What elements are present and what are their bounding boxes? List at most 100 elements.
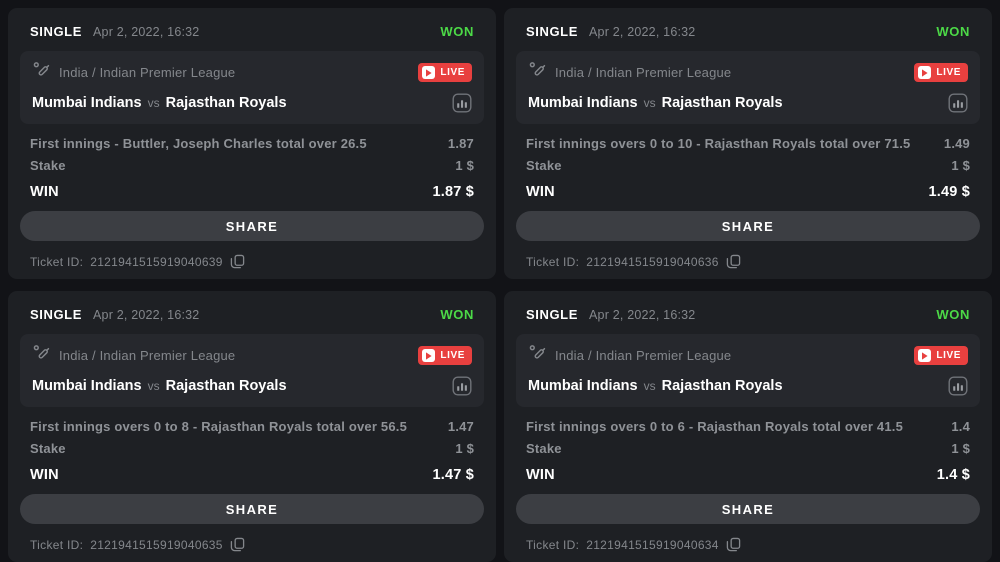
bet-ticket-card: SINGLE Apr 2, 2022, 16:32 WON India / In… xyxy=(504,291,992,562)
bet-detail-rows: First innings overs 0 to 10 - Rajasthan … xyxy=(516,124,980,207)
ticket-id-row: Ticket ID: 2121941515919040639 xyxy=(20,254,484,269)
stake-row: Stake 1 $ xyxy=(30,158,474,173)
win-row: WIN 1.87 $ xyxy=(30,184,474,200)
bet-ticket-card: SINGLE Apr 2, 2022, 16:32 WON India / In… xyxy=(504,8,992,279)
ticket-id-prefix: Ticket ID: xyxy=(30,254,84,269)
away-team: Rajasthan Royals xyxy=(165,95,287,111)
copy-icon[interactable] xyxy=(726,254,741,269)
win-value: 1.4 $ xyxy=(936,467,970,483)
copy-icon[interactable] xyxy=(230,254,245,269)
share-button[interactable]: SHARE xyxy=(516,494,980,524)
ticket-id-value: 2121941515919040639 xyxy=(90,254,223,269)
league-breadcrumb: India / Indian Premier League xyxy=(555,348,732,363)
statistics-icon[interactable] xyxy=(452,376,472,396)
card-header: SINGLE Apr 2, 2022, 16:32 WON xyxy=(20,16,484,51)
stake-label: Stake xyxy=(30,441,66,456)
copy-icon[interactable] xyxy=(230,537,245,552)
share-button[interactable]: SHARE xyxy=(20,211,484,241)
cricket-icon xyxy=(528,344,546,367)
bet-odds: 1.87 xyxy=(447,136,474,151)
home-team: Mumbai Indians xyxy=(528,378,638,394)
bet-odds: 1.4 xyxy=(951,419,970,434)
ticket-id-value: 2121941515919040635 xyxy=(90,537,223,552)
home-team: Mumbai Indians xyxy=(32,378,142,394)
statistics-icon[interactable] xyxy=(948,93,968,113)
away-team: Rajasthan Royals xyxy=(661,95,783,111)
bet-name: First innings - Buttler, Joseph Charles … xyxy=(30,136,367,151)
bet-name: First innings overs 0 to 6 - Rajasthan R… xyxy=(526,419,904,434)
live-label: LIVE xyxy=(936,350,961,361)
card-header: SINGLE Apr 2, 2022, 16:32 WON xyxy=(20,299,484,334)
bet-name: First innings overs 0 to 10 - Rajasthan … xyxy=(526,136,911,151)
match-panel: India / Indian Premier League LIVE Mumba… xyxy=(20,51,484,124)
statistics-icon[interactable] xyxy=(452,93,472,113)
bet-date: Apr 2, 2022, 16:32 xyxy=(93,307,200,322)
win-value: 1.87 $ xyxy=(432,184,474,200)
bet-detail-rows: First innings - Buttler, Joseph Charles … xyxy=(20,124,484,207)
copy-icon[interactable] xyxy=(726,537,741,552)
ticket-id-prefix: Ticket ID: xyxy=(30,537,84,552)
status-won-label: WON xyxy=(440,24,474,39)
card-header: SINGLE Apr 2, 2022, 16:32 WON xyxy=(516,299,980,334)
stake-label: Stake xyxy=(526,441,562,456)
stake-row: Stake 1 $ xyxy=(526,158,970,173)
share-button[interactable]: SHARE xyxy=(516,211,980,241)
ticket-id-row: Ticket ID: 2121941515919040635 xyxy=(20,537,484,552)
teams-row: Mumbai Indians vs Rajasthan Royals xyxy=(528,93,968,113)
league-row: India / Indian Premier League LIVE xyxy=(528,344,968,367)
bet-odds: 1.49 xyxy=(943,136,970,151)
match-title: Mumbai Indians vs Rajasthan Royals xyxy=(528,378,938,394)
bet-name: First innings overs 0 to 8 - Rajasthan R… xyxy=(30,419,408,434)
league-row: India / Indian Premier League LIVE xyxy=(32,344,472,367)
bet-history-grid: SINGLE Apr 2, 2022, 16:32 WON India / In… xyxy=(8,8,992,562)
statistics-icon[interactable] xyxy=(948,376,968,396)
bet-row: First innings overs 0 to 8 - Rajasthan R… xyxy=(30,419,474,434)
ticket-id-value: 2121941515919040634 xyxy=(586,537,719,552)
match-panel: India / Indian Premier League LIVE Mumba… xyxy=(20,334,484,407)
ticket-id-prefix: Ticket ID: xyxy=(526,537,580,552)
bet-date: Apr 2, 2022, 16:32 xyxy=(589,307,696,322)
bet-type-label: SINGLE xyxy=(526,24,578,39)
play-icon xyxy=(422,66,436,79)
league-breadcrumb: India / Indian Premier League xyxy=(59,348,236,363)
cricket-icon xyxy=(32,61,50,84)
bet-type-label: SINGLE xyxy=(526,307,578,322)
match-title: Mumbai Indians vs Rajasthan Royals xyxy=(528,95,938,111)
stake-value: 1 $ xyxy=(951,158,970,173)
win-value: 1.49 $ xyxy=(928,184,970,200)
vs-label: vs xyxy=(643,96,656,110)
bet-ticket-card: SINGLE Apr 2, 2022, 16:32 WON India / In… xyxy=(8,8,496,279)
away-team: Rajasthan Royals xyxy=(661,378,783,394)
bet-type-label: SINGLE xyxy=(30,24,82,39)
league-row: India / Indian Premier League LIVE xyxy=(528,61,968,84)
live-badge: LIVE xyxy=(418,346,472,365)
stake-value: 1 $ xyxy=(455,158,474,173)
bet-date: Apr 2, 2022, 16:32 xyxy=(589,24,696,39)
ticket-id-row: Ticket ID: 2121941515919040634 xyxy=(516,537,980,552)
league-row: India / Indian Premier League LIVE xyxy=(32,61,472,84)
win-label: WIN xyxy=(30,184,59,200)
vs-label: vs xyxy=(147,379,160,393)
share-button[interactable]: SHARE xyxy=(20,494,484,524)
win-row: WIN 1.47 $ xyxy=(30,467,474,483)
match-panel: India / Indian Premier League LIVE Mumba… xyxy=(516,51,980,124)
stake-value: 1 $ xyxy=(455,441,474,456)
win-value: 1.47 $ xyxy=(432,467,474,483)
live-label: LIVE xyxy=(440,350,465,361)
bet-detail-rows: First innings overs 0 to 8 - Rajasthan R… xyxy=(20,407,484,490)
cricket-icon xyxy=(528,61,546,84)
win-row: WIN 1.4 $ xyxy=(526,467,970,483)
league-breadcrumb: India / Indian Premier League xyxy=(555,65,732,80)
ticket-id-value: 2121941515919040636 xyxy=(586,254,719,269)
status-won-label: WON xyxy=(936,24,970,39)
play-icon xyxy=(918,349,932,362)
home-team: Mumbai Indians xyxy=(32,95,142,111)
ticket-id-row: Ticket ID: 2121941515919040636 xyxy=(516,254,980,269)
win-label: WIN xyxy=(526,467,555,483)
teams-row: Mumbai Indians vs Rajasthan Royals xyxy=(32,93,472,113)
stake-value: 1 $ xyxy=(951,441,970,456)
win-label: WIN xyxy=(30,467,59,483)
teams-row: Mumbai Indians vs Rajasthan Royals xyxy=(528,376,968,396)
live-badge: LIVE xyxy=(914,346,968,365)
live-label: LIVE xyxy=(936,67,961,78)
